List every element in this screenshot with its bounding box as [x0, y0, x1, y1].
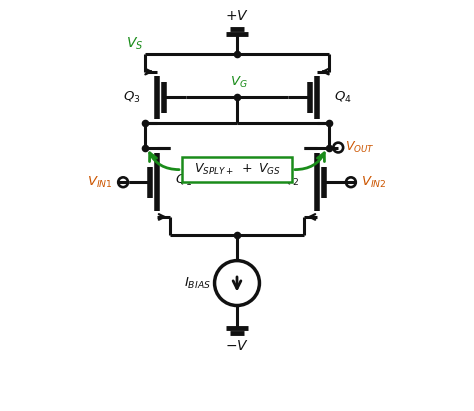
Text: $Q_2$: $Q_2$ [282, 173, 300, 188]
Text: $V_{OUT}$: $V_{OUT}$ [345, 140, 375, 155]
Text: $V_{IN1}$: $V_{IN1}$ [87, 175, 113, 190]
Text: $V_S$: $V_S$ [126, 36, 143, 53]
Text: $Q_1$: $Q_1$ [174, 173, 192, 188]
Text: $+V$: $+V$ [225, 9, 249, 23]
Text: $Q_4$: $Q_4$ [334, 90, 352, 105]
Text: $V_G$: $V_G$ [230, 75, 248, 90]
Text: $I_{BIAS}$: $I_{BIAS}$ [183, 275, 210, 291]
Text: $Q_3$: $Q_3$ [123, 90, 140, 105]
Text: $V_{IN2}$: $V_{IN2}$ [361, 175, 387, 190]
Text: $V_{SPLY+}\ +\ V_{GS}$: $V_{SPLY+}\ +\ V_{GS}$ [193, 162, 281, 177]
FancyBboxPatch shape [182, 157, 292, 182]
Text: $-V$: $-V$ [225, 339, 249, 353]
